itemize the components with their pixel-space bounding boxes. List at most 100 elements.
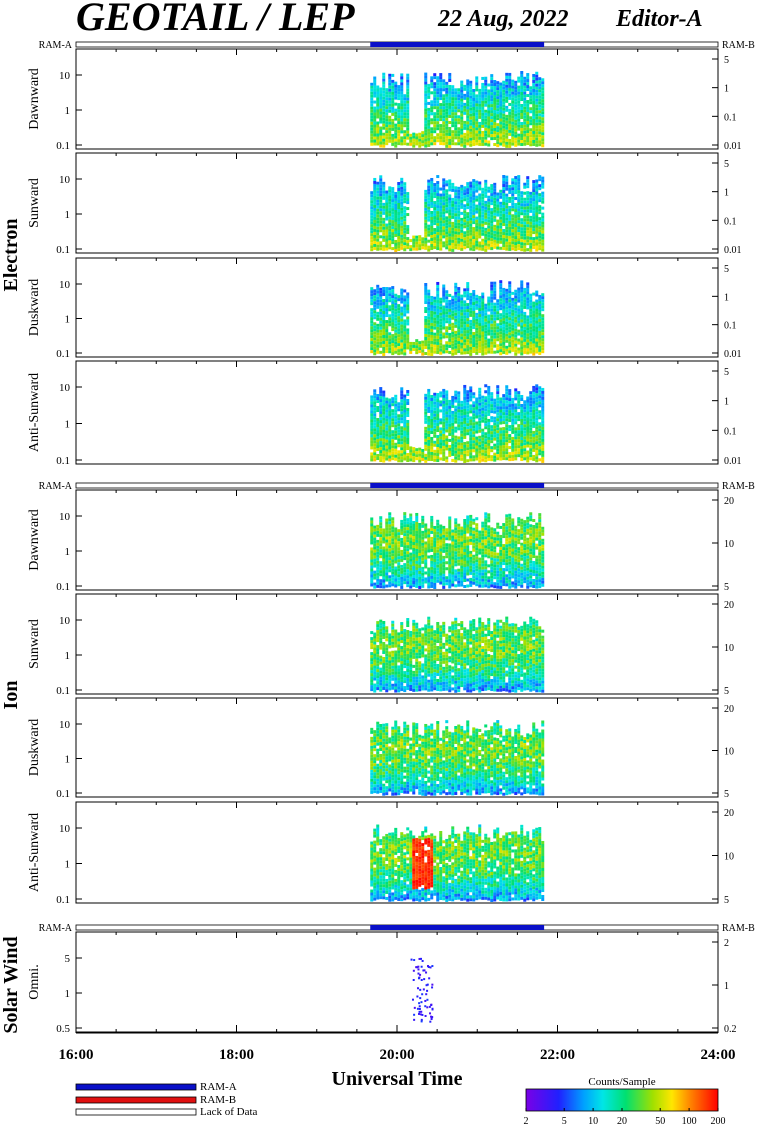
spectrogram-cell [514,212,518,216]
spectrogram-cell [400,300,404,304]
spectrogram-cell [451,182,455,186]
spectrogram-cell [442,142,446,146]
spectrogram-cell [385,542,389,546]
spectrogram-cell [439,223,443,227]
spectrogram-cell [376,427,380,431]
spectrogram-cell [439,300,443,304]
spectrogram-cell [436,91,440,95]
spectrogram-cell [457,451,461,455]
spectrogram-cell [406,304,410,308]
spectrogram-cell [502,323,506,327]
spectrogram-cell [394,191,398,195]
spectrogram-cell [505,241,509,245]
spectrogram-cell [511,106,515,110]
spectrogram-cell [376,196,380,200]
spectrogram-cell [538,422,542,426]
spectrogram-cell [373,109,377,113]
spectrogram-cell [523,85,527,89]
spectrogram-cell [388,82,392,86]
spectrogram-cell [538,333,542,337]
spectrogram-cell [475,207,479,211]
spectrogram-cell [526,191,530,195]
spectrogram-cell [463,195,467,199]
spectrogram-cell [409,513,413,517]
spectrogram-cell [469,125,473,129]
spectrogram-cell [373,289,377,293]
spectrogram-cell [388,428,392,432]
spectrogram-cell [538,324,542,328]
spectrogram-cell [388,458,392,462]
spectrogram-cell [394,394,398,398]
spectrogram-cell [445,204,449,208]
spectrogram-cell [436,456,440,460]
spectrogram-cell [430,237,434,241]
spectrogram-cell [460,339,464,343]
spectrogram-cell [442,436,446,440]
spectrogram-cell [478,109,482,113]
spectrogram-cell [391,526,395,530]
spectrogram-cell [379,350,383,354]
spectrogram-cell [370,317,374,321]
spectrogram-cell [433,189,437,193]
spectrogram-cell [385,211,389,215]
spectrogram-cell [460,333,464,337]
spectrogram-cell [388,320,392,324]
spectrogram-cell [439,133,443,137]
spectrogram-cell [448,84,452,88]
spectrogram-cell [472,404,476,408]
spectrogram-cell [514,185,518,189]
spectrogram-cell [385,314,389,318]
spectrogram-cell [400,438,404,442]
spectrogram-cell [499,451,503,455]
spectrogram-cell [427,337,431,341]
spectrogram-cell [469,208,473,212]
spectrogram-cell [502,430,506,434]
spectrogram-cell [388,569,392,573]
spectrogram-cell [490,220,494,224]
spectrogram-cell [391,304,395,308]
spectrogram-cell [514,289,518,293]
spectrogram-cell [541,329,545,333]
spectrogram-cell [520,209,524,213]
spectrogram-cell [505,99,509,103]
spectrogram-cell [520,194,524,198]
spectrogram-cell [511,315,515,319]
spectrogram-cell [439,244,443,248]
spectrogram-cell [430,442,434,446]
spectrogram-cell [520,227,524,231]
spectrogram-cell [433,410,437,414]
spectrogram-cell [382,307,386,311]
spectrogram-cell [490,241,494,245]
spectrogram-cell [397,304,401,308]
spectrogram-cell [481,223,485,227]
spectrogram-cell [493,143,497,147]
spectrogram-cell [457,448,461,452]
spectrogram-cell [511,345,515,349]
spectrogram-cell [505,202,509,206]
spectrogram-cell [457,421,461,425]
spectrogram-cell [406,533,410,537]
spectrogram-cell [481,226,485,230]
spectrogram-cell [442,448,446,452]
spectrogram-cell [457,225,461,229]
spectrogram-cell [508,93,512,97]
spectrogram-cell [469,434,473,438]
spectrogram-cell [442,415,446,419]
spectrogram-cell [481,428,485,432]
spectrogram-cell [379,217,383,221]
spectrogram-cell [511,199,515,203]
spectrogram-cell [418,138,422,142]
spectrogram-cell [409,446,413,450]
spectrogram-cell [490,137,494,141]
spectrogram-cell [376,91,380,95]
spectrogram-cell [400,330,404,334]
spectrogram-cell [487,110,491,114]
spectrogram-cell [475,333,479,337]
spectrogram-cell [400,180,404,184]
spectrogram-cell [370,565,374,569]
spectrogram-cell [454,312,458,316]
spectrogram-cell [418,241,422,245]
spectrogram-cell [526,414,530,418]
spectrogram-cell [475,297,479,301]
spectrogram-cell [394,332,398,336]
